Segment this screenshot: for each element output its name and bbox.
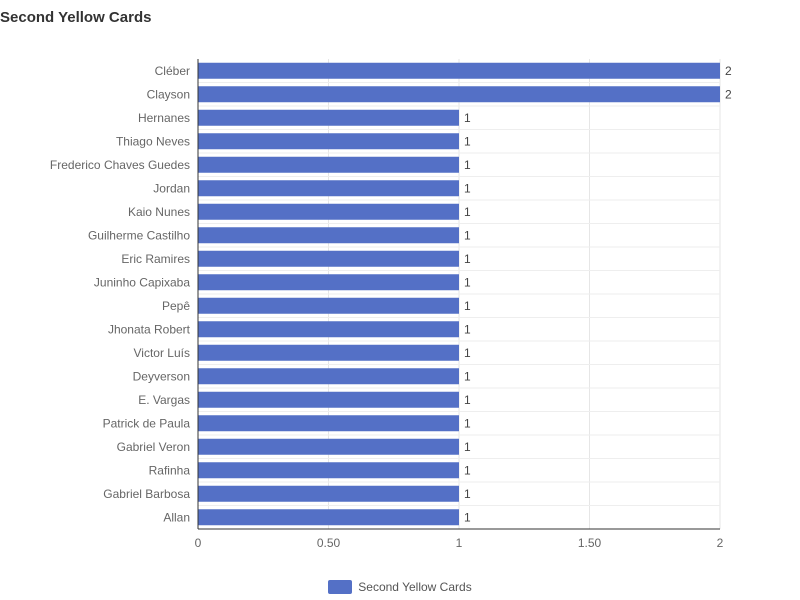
chart-title: Second Yellow Cards [0, 9, 152, 26]
data-label: 1 [464, 134, 471, 148]
bar [198, 321, 459, 338]
data-label: 1 [464, 463, 471, 477]
y-tick-label: Gabriel Barbosa [103, 487, 190, 501]
bar [198, 133, 459, 150]
bar [198, 156, 459, 173]
y-tick-label: Guilherme Castilho [88, 228, 190, 242]
y-tick-label: Gabriel Veron [117, 440, 190, 454]
data-label: 1 [464, 228, 471, 242]
y-tick-label: Jordan [153, 181, 190, 195]
data-label: 1 [464, 181, 471, 195]
y-tick-label: Eric Ramires [121, 252, 190, 266]
data-label: 1 [464, 346, 471, 360]
data-label: 1 [464, 416, 471, 430]
data-label: 1 [464, 158, 471, 172]
data-label: 1 [464, 322, 471, 336]
legend-swatch [328, 579, 353, 594]
data-label: 2 [725, 87, 732, 101]
y-tick-label: Patrick de Paula [103, 416, 191, 430]
bar [198, 227, 459, 244]
data-label: 1 [464, 299, 471, 313]
data-label: 1 [464, 275, 471, 289]
y-tick-label: Allan [163, 510, 190, 524]
bar [198, 250, 459, 267]
y-tick-label: E. Vargas [138, 393, 190, 407]
y-tick-label: Frederico Chaves Guedes [50, 158, 190, 172]
bar [198, 344, 459, 361]
legend[interactable]: Second Yellow Cards [0, 579, 800, 594]
y-tick-label: Thiago Neves [116, 134, 190, 148]
x-tick-label: 0 [195, 536, 202, 550]
data-label: 1 [464, 510, 471, 524]
bar [198, 509, 459, 526]
y-tick-label: Cléber [155, 64, 190, 78]
bar [198, 297, 459, 314]
data-label: 1 [464, 393, 471, 407]
bar [198, 485, 459, 502]
bar [198, 62, 720, 79]
data-label: 1 [464, 369, 471, 383]
y-tick-label: Hernanes [138, 111, 190, 125]
bar [198, 438, 459, 455]
bar [198, 109, 459, 126]
bar [198, 180, 459, 197]
data-label: 1 [464, 487, 471, 501]
x-tick-label: 0.50 [317, 536, 341, 550]
bar [198, 203, 459, 220]
y-tick-label: Deyverson [133, 369, 190, 383]
data-label: 1 [464, 111, 471, 125]
bar [198, 415, 459, 432]
data-label: 1 [464, 440, 471, 454]
bar [198, 86, 720, 103]
y-tick-label: Juninho Capixaba [94, 275, 190, 289]
y-tick-label: Rafinha [149, 463, 191, 477]
x-tick-label: 1 [456, 536, 463, 550]
bar [198, 274, 459, 291]
data-label: 1 [464, 252, 471, 266]
bar [198, 462, 459, 479]
bar [198, 368, 459, 385]
data-label: 1 [464, 205, 471, 219]
data-label: 2 [725, 64, 732, 78]
bar [198, 391, 459, 408]
legend-label: Second Yellow Cards [358, 579, 472, 594]
x-tick-label: 1.50 [578, 536, 602, 550]
y-tick-label: Pepê [162, 299, 190, 313]
y-tick-label: Kaio Nunes [128, 205, 190, 219]
y-tick-label: Victor Luís [134, 346, 190, 360]
x-tick-label: 2 [717, 536, 724, 550]
y-tick-label: Clayson [147, 87, 190, 101]
y-tick-label: Jhonata Robert [108, 322, 191, 336]
